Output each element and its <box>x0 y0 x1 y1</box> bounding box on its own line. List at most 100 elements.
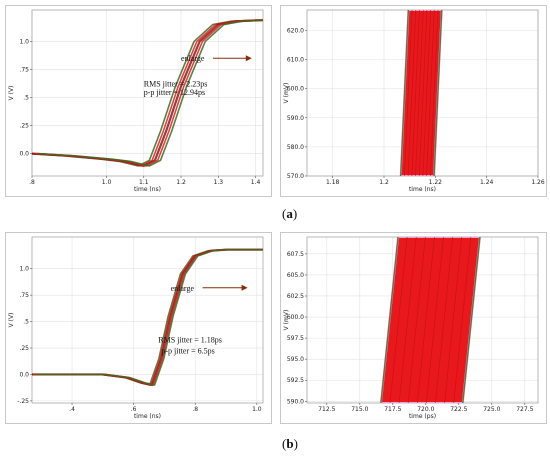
x-tick-label: 725.0 <box>483 406 500 413</box>
x-tick-label: 717.5 <box>384 406 401 413</box>
y-tick-label: 1.0 <box>19 38 29 45</box>
enlarge-arrowhead <box>241 284 248 291</box>
x-tick-label: 1.26 <box>531 179 545 186</box>
annotation-text: p-p jitter = 12.94ps <box>144 88 205 97</box>
y-tick-label: 592.5 <box>287 377 304 384</box>
band-trace <box>416 237 435 403</box>
x-tick-label: 1.3 <box>214 179 224 186</box>
y-axis-label: V (V) <box>8 313 15 328</box>
band-trace <box>462 237 481 403</box>
series-line <box>34 248 263 386</box>
panel-label-b: (b) <box>282 436 298 451</box>
chart-svg-b-left: .4 .6 .8 1.0 -.25 0.0 .25 .5 .75 1.0 time (ns) V (V… <box>8 236 264 420</box>
x-axis-label: time (ps) <box>409 413 436 420</box>
band-trace <box>426 10 435 176</box>
y-tick-label: 607.5 <box>287 251 304 258</box>
annotation-text: p-p jitter = 6.5ps <box>161 346 214 355</box>
band-trace <box>422 10 431 176</box>
annotation-text: RMS jitter = 1.18ps <box>158 336 222 345</box>
plot-frame <box>31 9 264 177</box>
chart-panel-a-right: 1.18 1.2 1.22 1.24 1.26 570.0 580.0 590.0 600.0 6… <box>280 5 547 197</box>
y-tick-label: 602.5 <box>287 293 304 300</box>
band-trace <box>426 237 444 403</box>
x-tick-label: 727.5 <box>516 406 533 413</box>
y-tick-label: 597.5 <box>287 335 304 342</box>
y-tick-label: -.25 <box>17 398 29 405</box>
series-line <box>32 248 263 387</box>
x-tick-label: 1.4 <box>251 179 261 186</box>
plot-frame <box>31 236 264 404</box>
y-tick-label: .75 <box>19 66 29 73</box>
x-tick-label: 712.5 <box>318 406 335 413</box>
series-line <box>32 19 258 167</box>
x-tick-label: 1.0 <box>102 179 112 186</box>
x-tick-label: 1.0 <box>252 406 262 413</box>
chart-svg-a-left: .8 1.0 1.1 1.2 1.3 1.4 0.0 .25 .5 .75 1.0 time (ns)… <box>8 9 264 193</box>
series-line <box>32 248 261 386</box>
y-tick-label: 0.0 <box>19 371 29 378</box>
y-tick-label: 590.0 <box>287 115 304 122</box>
y-tick-label: 610.0 <box>287 57 304 64</box>
band-trace <box>380 237 399 403</box>
x-tick-label: 1.2 <box>176 179 186 186</box>
x-tick-label: 1.1 <box>139 179 149 186</box>
band-trace <box>404 10 413 176</box>
y-axis-label: V (mV) <box>283 83 290 104</box>
y-tick-label: 595.0 <box>287 356 304 363</box>
y-tick-label: 0.0 <box>19 151 29 158</box>
x-tick-label: 715.0 <box>351 406 368 413</box>
plot-area <box>379 237 481 403</box>
x-tick-label: 720.0 <box>417 406 434 413</box>
x-tick-label: 1.18 <box>326 179 340 186</box>
x-axis-label: time (ns) <box>134 186 161 193</box>
x-tick-label: .4 <box>69 406 75 413</box>
chart-svg-a-right: 1.18 1.2 1.22 1.24 1.26 570.0 580.0 590.0 600.0 6… <box>283 9 545 193</box>
y-tick-label: 1.0 <box>19 266 29 273</box>
y-tick-label: .25 <box>19 345 29 352</box>
x-tick-label: .6 <box>131 406 137 413</box>
y-tick-label: 620.0 <box>287 27 304 34</box>
enlarge-arrowhead <box>245 55 252 62</box>
y-tick-label: 580.0 <box>287 144 304 151</box>
x-tick-label: 1.2 <box>379 179 389 186</box>
plot-area <box>32 18 263 168</box>
x-axis-label: time (ns) <box>134 413 161 420</box>
series-line <box>33 248 263 386</box>
plot-area <box>399 10 443 176</box>
band-trace <box>398 237 417 403</box>
y-tick-label: .5 <box>23 319 29 326</box>
band-trace <box>453 237 472 403</box>
band-trace <box>433 10 443 176</box>
y-tick-label: 600.0 <box>287 314 304 321</box>
series-line <box>32 248 262 386</box>
y-tick-label: .25 <box>19 123 29 130</box>
band-trace <box>415 10 424 176</box>
band-trace <box>389 237 408 403</box>
y-axis-label: V (V) <box>8 86 15 101</box>
band-trace <box>429 10 439 176</box>
x-axis-label: time (ns) <box>409 186 436 193</box>
band-trace <box>411 10 420 176</box>
chart-svg-b-right: 712.5 715.0 717.5 720.0 722.5 725.0 727.5 590.0… <box>283 236 539 420</box>
chart-panel-b-left: .4 .6 .8 1.0 -.25 0.0 .25 .5 .75 1.0 time (ns) V (V… <box>5 232 272 424</box>
band-trace <box>399 10 410 176</box>
annotation-text: enlarge <box>171 284 195 293</box>
x-tick-label: 722.5 <box>450 406 467 413</box>
y-tick-label: 605.0 <box>287 272 304 279</box>
x-tick-label: .8 <box>29 179 35 186</box>
y-tick-label: .75 <box>19 292 29 299</box>
band-trace <box>407 237 426 403</box>
band-trace <box>435 237 453 403</box>
band-trace <box>418 10 428 176</box>
y-tick-label: .5 <box>23 94 29 101</box>
panel-label-a: (a) <box>282 206 298 221</box>
band-trace <box>407 10 417 176</box>
x-tick-label: 1.24 <box>480 179 494 186</box>
y-tick-label: 600.0 <box>287 86 304 93</box>
annotation-text: RMS jitter = 2.23ps <box>144 79 208 88</box>
plot-area <box>32 248 263 387</box>
x-tick-label: 1.22 <box>429 179 443 186</box>
series-line <box>37 19 263 167</box>
chart-panel-b-right: 712.5 715.0 717.5 720.0 722.5 725.0 727.5 590.0… <box>280 232 547 424</box>
y-tick-label: 570.0 <box>287 173 304 180</box>
